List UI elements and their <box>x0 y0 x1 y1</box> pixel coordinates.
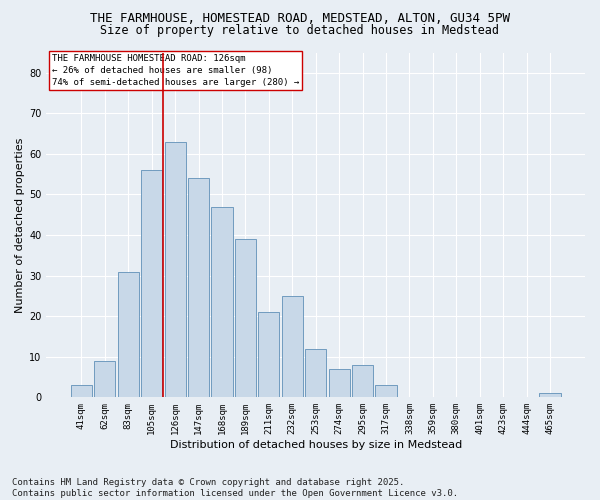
Text: Contains HM Land Registry data © Crown copyright and database right 2025.
Contai: Contains HM Land Registry data © Crown c… <box>12 478 458 498</box>
Bar <box>71 385 92 398</box>
Bar <box>329 369 350 398</box>
Bar <box>118 272 139 398</box>
Text: THE FARMHOUSE, HOMESTEAD ROAD, MEDSTEAD, ALTON, GU34 5PW: THE FARMHOUSE, HOMESTEAD ROAD, MEDSTEAD,… <box>90 12 510 24</box>
X-axis label: Distribution of detached houses by size in Medstead: Distribution of detached houses by size … <box>170 440 462 450</box>
Bar <box>352 365 373 398</box>
Bar <box>211 206 233 398</box>
Text: Size of property relative to detached houses in Medstead: Size of property relative to detached ho… <box>101 24 499 37</box>
Bar <box>94 361 115 398</box>
Bar <box>141 170 162 398</box>
Bar <box>235 239 256 398</box>
Text: THE FARMHOUSE HOMESTEAD ROAD: 126sqm
← 26% of detached houses are smaller (98)
7: THE FARMHOUSE HOMESTEAD ROAD: 126sqm ← 2… <box>52 54 299 87</box>
Bar <box>282 296 303 398</box>
Y-axis label: Number of detached properties: Number of detached properties <box>15 137 25 312</box>
Bar <box>259 312 280 398</box>
Bar <box>164 142 185 398</box>
Bar <box>188 178 209 398</box>
Bar <box>376 385 397 398</box>
Bar <box>305 348 326 398</box>
Bar <box>539 394 560 398</box>
